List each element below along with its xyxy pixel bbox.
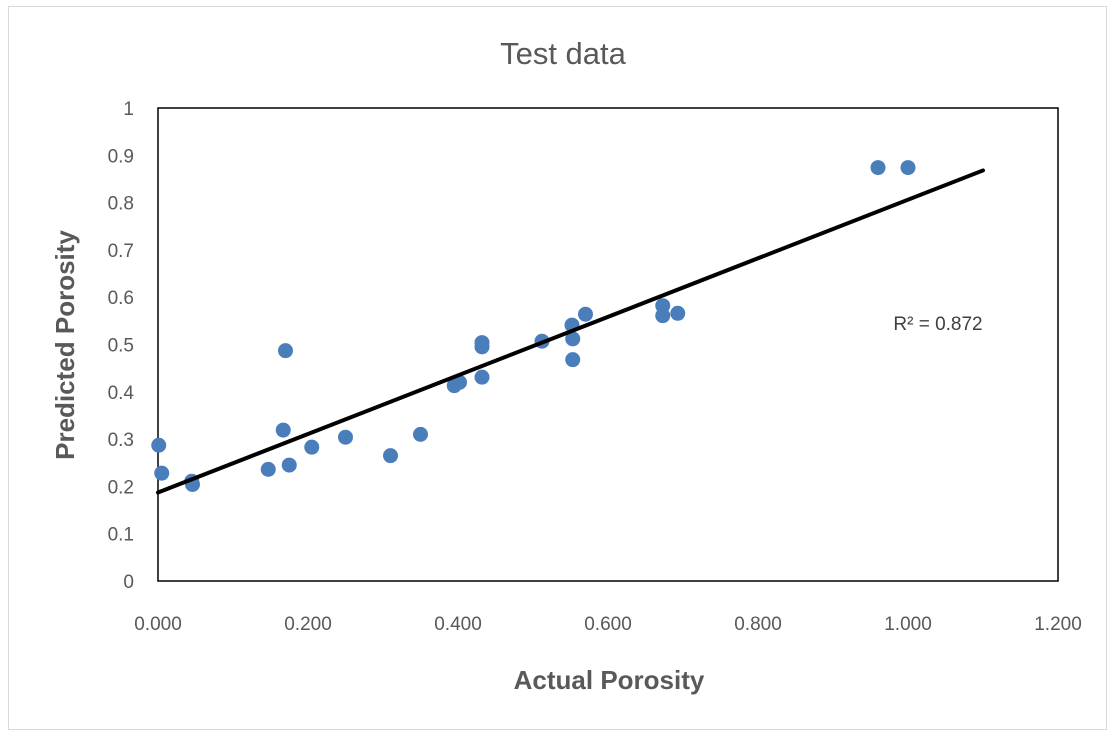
data-point bbox=[413, 426, 428, 442]
x-tick-label: 0.400 bbox=[434, 614, 482, 635]
data-point bbox=[452, 374, 467, 390]
data-point bbox=[281, 457, 297, 473]
y-tick-labels: 0 0.1 0.2 0.3 0.4 0.5 0.6 0.7 0.8 0.9 1 bbox=[108, 99, 135, 593]
x-tick-label: 0.200 bbox=[284, 614, 332, 635]
y-tick-label: 0.3 bbox=[108, 430, 134, 451]
data-point bbox=[338, 429, 353, 445]
y-tick-label: 0.2 bbox=[108, 477, 134, 498]
x-tick-label: 0.000 bbox=[134, 614, 182, 635]
data-point bbox=[670, 305, 686, 321]
data-point bbox=[474, 335, 490, 351]
y-tick-label: 0.6 bbox=[108, 288, 134, 309]
data-point bbox=[900, 160, 916, 176]
chart-title: Test data bbox=[500, 36, 627, 71]
plot-area bbox=[157, 107, 1059, 582]
y-tick-label: 0 bbox=[123, 572, 134, 593]
data-point bbox=[383, 448, 398, 464]
x-tick-label: 1.200 bbox=[1034, 614, 1082, 635]
x-axis-title: Actual Porosity bbox=[514, 665, 705, 695]
y-tick-label: 0.7 bbox=[108, 241, 134, 262]
y-tick-label: 0.5 bbox=[108, 336, 134, 357]
data-point bbox=[260, 461, 276, 477]
r-squared-label: R² = 0.872 bbox=[893, 314, 982, 335]
data-point bbox=[304, 439, 320, 455]
x-tick-label: 1.000 bbox=[884, 614, 932, 635]
x-tick-label: 0.800 bbox=[734, 614, 782, 635]
x-tick-labels: 0.000 0.200 0.400 0.600 0.800 1.000 1.200 bbox=[134, 614, 1082, 635]
data-point bbox=[275, 422, 291, 438]
y-tick-label: 0.8 bbox=[108, 194, 134, 215]
y-axis-title: Predicted Porosity bbox=[50, 230, 80, 460]
data-point bbox=[578, 306, 593, 322]
trendline bbox=[156, 168, 985, 495]
y-tick-label: 0.1 bbox=[108, 525, 134, 546]
data-point bbox=[154, 465, 170, 481]
data-point bbox=[151, 437, 167, 453]
y-tick-label: 0.9 bbox=[108, 146, 134, 167]
chart-frame bbox=[8, 6, 1107, 730]
y-tick-label: 1 bbox=[123, 99, 134, 120]
data-point bbox=[870, 160, 886, 176]
x-tick-label: 0.600 bbox=[584, 614, 632, 635]
data-point bbox=[474, 369, 490, 385]
data-point bbox=[565, 352, 581, 368]
data-point bbox=[278, 343, 293, 359]
y-tick-label: 0.4 bbox=[108, 383, 135, 404]
data-points bbox=[151, 160, 916, 493]
data-point bbox=[655, 308, 671, 324]
data-point bbox=[565, 331, 581, 347]
